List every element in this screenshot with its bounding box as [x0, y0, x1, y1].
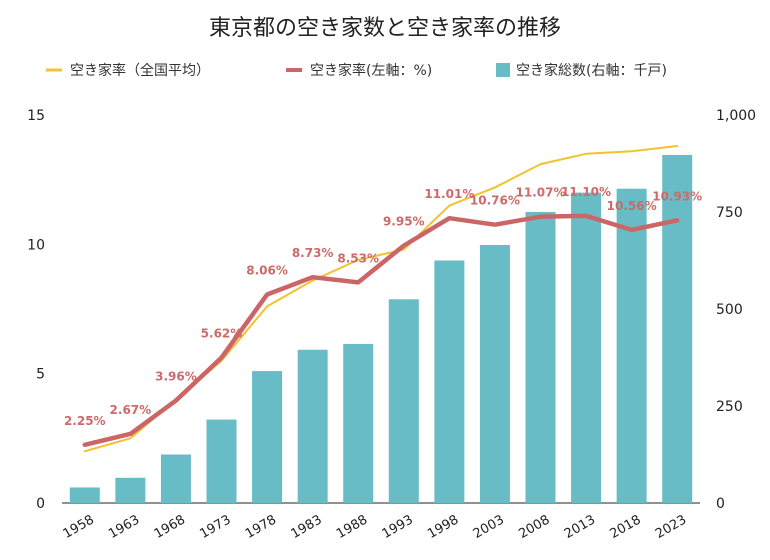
x-axis-tick-label: 1973 [197, 512, 233, 542]
left-axis-tick-label: 15 [27, 108, 45, 124]
x-axis: 1958 1963 1968 1973 1978 1983 1988 1993 1998 2003… [61, 512, 690, 542]
bar-1958 [69, 487, 100, 503]
data-label: 8.06% [246, 264, 288, 278]
x-axis-tick-label: 1998 [425, 512, 461, 542]
bar-series [69, 154, 693, 504]
right-axis-tick-label: 500 [716, 302, 743, 318]
x-axis-tick-label: 2008 [516, 512, 552, 542]
x-axis-tick-label: 1968 [152, 512, 188, 542]
data-label: 2.67% [110, 403, 152, 417]
x-axis-tick-label: 1983 [288, 512, 324, 542]
data-label: 11.01% [424, 187, 474, 201]
legend-label-vacant-total: 空き家総数(右軸：千戸) [516, 62, 667, 79]
bar-1978 [252, 371, 283, 503]
chart-title: 東京都の空き家数と空き家率の推移 [209, 16, 561, 41]
x-axis-tick-label: 1978 [243, 512, 279, 542]
data-label: 11.10% [561, 185, 611, 199]
legend-swatch-vacant-total [496, 63, 510, 77]
x-axis-tick-label: 2003 [471, 512, 507, 542]
left-axis-tick-label: 10 [27, 237, 45, 253]
bar-1973 [206, 419, 237, 503]
data-label: 3.96% [155, 370, 197, 384]
data-label: 9.95% [383, 215, 425, 229]
data-label: 2.25% [64, 414, 106, 428]
x-axis-tick-label: 1963 [106, 512, 142, 542]
x-axis-tick-label: 2018 [607, 512, 643, 542]
data-label: 10.76% [470, 194, 520, 208]
legend-label-tokyo-rate: 空き家率(左軸：%) [310, 62, 432, 79]
left-axis: 0 5 10 15 [27, 108, 45, 512]
bar-2023 [662, 154, 693, 504]
left-axis-tick-label: 5 [36, 367, 45, 383]
bar-2008 [525, 212, 556, 503]
right-axis-tick-label: 0 [716, 496, 725, 512]
x-axis-tick-label: 1958 [61, 512, 97, 542]
line-tokyo-rate [82, 213, 680, 448]
data-labels: 2.25% 2.67% 3.96% 5.62% 8.06% 8.73% 8.53% 9.95%… [64, 185, 702, 428]
bar-2003 [479, 244, 510, 504]
left-axis-tick-label: 0 [36, 496, 45, 512]
bar-2018 [616, 188, 647, 503]
data-label: 8.73% [292, 246, 334, 260]
bar-1998 [434, 260, 465, 503]
bar-1993 [388, 299, 419, 503]
bar-1963 [115, 477, 146, 503]
x-axis-tick-label: 1988 [334, 512, 370, 542]
right-axis-tick-label: 1,000 [716, 108, 756, 124]
x-axis-tick-label: 2013 [562, 512, 598, 542]
bar-2013 [571, 192, 602, 503]
x-axis-tick-label: 1993 [380, 512, 416, 542]
data-label: 10.93% [652, 189, 702, 203]
right-axis: 0 250 500 750 1,000 [716, 108, 756, 512]
legend: 空き家率（全国平均） 空き家率(左軸：%) 空き家総数(右軸：千戸) [46, 62, 667, 79]
data-label: 5.62% [201, 327, 243, 341]
right-axis-tick-label: 250 [716, 399, 743, 415]
x-axis-tick-label: 2023 [653, 512, 689, 542]
data-label: 10.56% [607, 199, 657, 213]
right-axis-tick-label: 750 [716, 205, 743, 221]
legend-label-national-rate: 空き家率（全国平均） [70, 62, 210, 79]
bar-1968 [160, 454, 191, 503]
data-label: 11.07% [516, 186, 566, 200]
data-label: 8.53% [337, 251, 379, 265]
bar-1988 [343, 343, 374, 503]
bar-1983 [297, 349, 328, 503]
line-series [82, 145, 680, 453]
